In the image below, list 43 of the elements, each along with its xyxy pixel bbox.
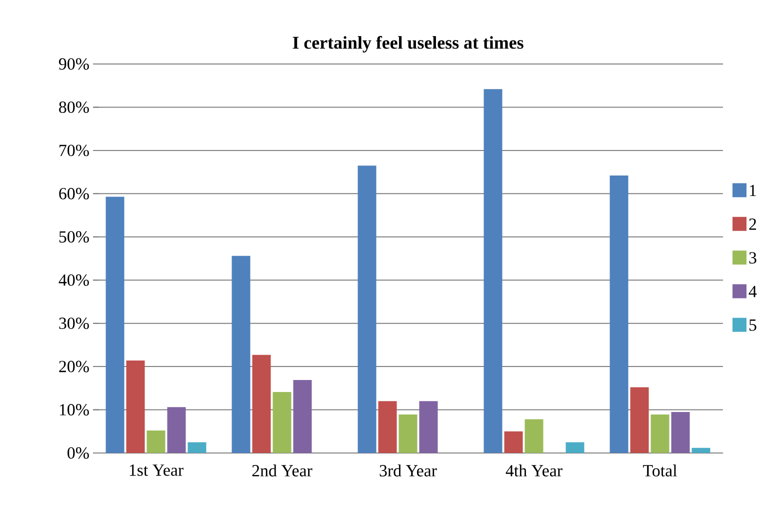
bar <box>358 166 376 453</box>
bar <box>126 360 145 453</box>
bar <box>650 414 670 453</box>
bar <box>106 196 124 453</box>
y-tick-label: 30% <box>59 318 89 330</box>
bar <box>610 176 628 453</box>
bar <box>167 407 186 453</box>
y-tick-label: 90% <box>58 58 89 70</box>
bar <box>232 256 250 453</box>
bar <box>566 442 584 453</box>
bar <box>419 401 438 453</box>
y-tick-label: 40% <box>58 274 89 286</box>
legend-label: 3 <box>749 252 756 264</box>
legend-label: 1 <box>750 184 756 196</box>
bar <box>272 392 292 453</box>
bar <box>692 448 710 453</box>
y-tick-label: 80% <box>59 101 89 113</box>
bar <box>146 430 166 453</box>
chart-title: I certainly feel useless at times <box>292 36 524 53</box>
x-tick-label: 4th Year <box>506 464 562 476</box>
legend-label: 2 <box>749 218 756 230</box>
bar <box>378 401 397 453</box>
legend-label: 4 <box>748 286 757 298</box>
x-tick-label: 2nd Year <box>252 464 312 476</box>
bar <box>188 442 206 453</box>
x-tick-label: Total <box>643 464 677 476</box>
y-tick-label: 10% <box>60 404 89 416</box>
bar <box>524 419 544 453</box>
y-tick-label: 70% <box>60 144 89 156</box>
bar <box>671 412 690 453</box>
bar <box>630 387 649 453</box>
x-tick-label: 1st Year <box>130 464 184 476</box>
y-tick-label: 0% <box>68 447 89 459</box>
bar <box>293 380 312 453</box>
y-tick-label: 20% <box>59 360 89 372</box>
y-tick-label: 60% <box>59 188 89 200</box>
x-tick-label: 3rd Year <box>380 464 437 476</box>
bar <box>398 414 418 453</box>
legend-label: 5 <box>749 320 756 331</box>
y-tick-label: 50% <box>59 231 89 243</box>
bar <box>484 89 502 453</box>
bar <box>504 431 523 453</box>
bar <box>252 354 271 453</box>
